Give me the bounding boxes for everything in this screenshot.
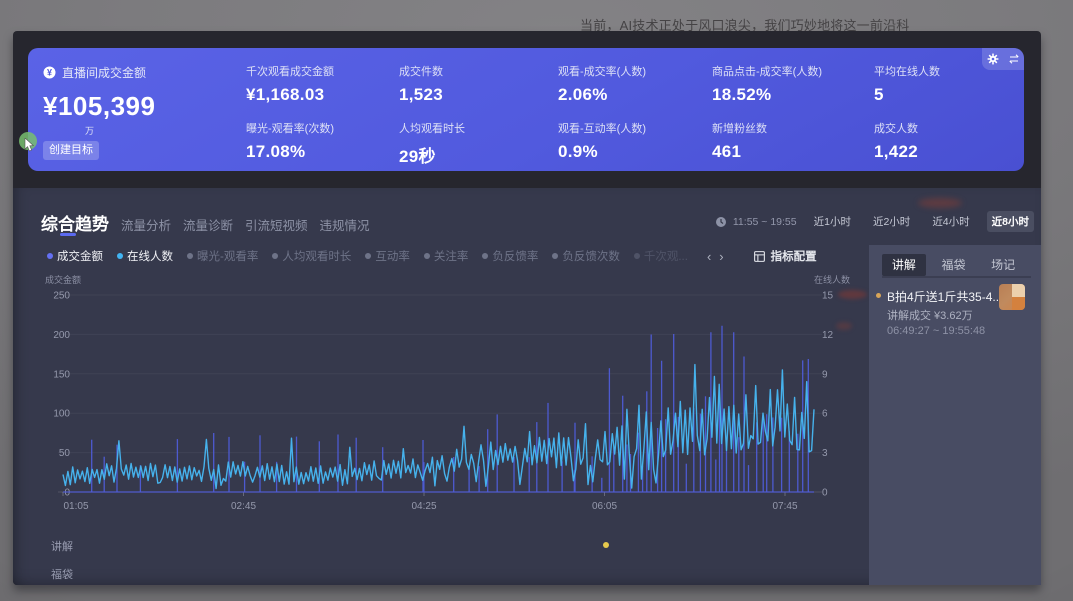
svg-text:12: 12 [822, 330, 834, 341]
svg-text:9: 9 [822, 369, 828, 380]
svg-text:250: 250 [53, 291, 70, 302]
svg-text:150: 150 [53, 369, 70, 380]
svg-text:15: 15 [822, 291, 834, 302]
svg-text:0: 0 [64, 488, 70, 499]
svg-text:6: 6 [822, 409, 828, 420]
svg-text:在线人数: 在线人数 [814, 274, 850, 285]
svg-text:50: 50 [59, 448, 71, 459]
svg-text:01:05: 01:05 [63, 501, 88, 512]
svg-text:07:45: 07:45 [772, 501, 797, 512]
svg-text:100: 100 [53, 409, 70, 420]
svg-text:0: 0 [822, 488, 828, 499]
svg-text:3: 3 [822, 448, 828, 459]
svg-text:06:05: 06:05 [592, 501, 617, 512]
svg-text:02:45: 02:45 [231, 501, 256, 512]
svg-text:200: 200 [53, 330, 70, 341]
svg-text:¥: ¥ [47, 68, 52, 78]
svg-text:成交金额: 成交金额 [45, 274, 81, 285]
svg-text:04:25: 04:25 [411, 501, 436, 512]
